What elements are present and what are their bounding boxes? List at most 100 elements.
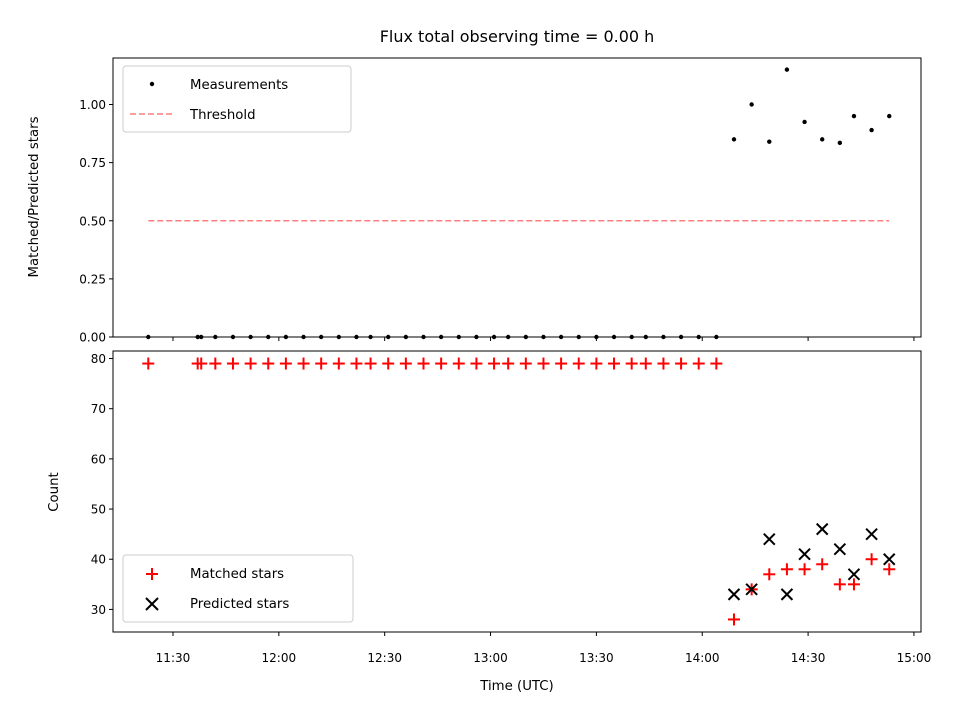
bottom-y-tick-label: 40 <box>91 553 106 567</box>
measurement-point <box>869 127 874 133</box>
top-y-tick-label: 0.25 <box>79 272 106 286</box>
matched-stars-point <box>625 357 638 370</box>
legend-threshold-label: Threshold <box>189 108 256 123</box>
predicted-stars-point <box>815 522 829 536</box>
top-y-tick-label: 0.50 <box>79 214 106 228</box>
matched-stars-point <box>435 357 448 370</box>
matched-stars-point <box>452 357 465 370</box>
predicted-stars-point <box>780 588 794 601</box>
matched-stars-point <box>692 357 705 370</box>
matched-stars-point <box>798 563 811 576</box>
matched-stars-point <box>195 357 208 370</box>
top-panel: 0.00 0.25 0.50 0.75 1.00 Matched/Predicted s… <box>27 57 922 345</box>
matched-stars-point <box>727 613 740 626</box>
matched-stars-point <box>226 357 239 370</box>
matched-stars-point <box>332 357 345 370</box>
measurement-point <box>820 137 825 142</box>
matched-stars-point <box>209 357 222 370</box>
bottom-plot-area <box>142 357 896 626</box>
matched-stars-point <box>537 357 550 370</box>
matched-stars-point <box>763 568 776 581</box>
matched-stars-point <box>488 357 501 370</box>
matched-stars-point <box>364 357 377 370</box>
matched-stars-point <box>470 357 483 370</box>
matched-stars-point <box>502 357 515 370</box>
predicted-stars-point <box>833 542 847 556</box>
bottom-x-tick-label: 12:00 <box>262 651 297 665</box>
bottom-y-axis-label: Count <box>47 472 62 512</box>
matched-stars-point <box>279 357 292 370</box>
legend-matched-label: Matched stars <box>190 567 284 582</box>
matched-stars-point <box>675 357 688 370</box>
matched-stars-point <box>350 357 363 370</box>
bottom-x-tick-label: 15:00 <box>897 651 932 665</box>
top-y-axis-label: Matched/Predicted stars <box>27 116 42 277</box>
matched-stars-point <box>847 578 860 591</box>
matched-stars-point <box>142 357 155 370</box>
bottom-axes-frame <box>112 350 922 633</box>
top-y-tick-label: 1.00 <box>79 98 106 112</box>
bottom-y-tick-label: 30 <box>91 603 106 617</box>
bottom-x-tick-label: 13:30 <box>579 651 614 665</box>
matched-stars-point <box>883 563 896 576</box>
predicted-stars-point <box>865 527 878 541</box>
bottom-y-tick-label: 80 <box>91 352 106 366</box>
legend-predicted-marker <box>145 597 159 611</box>
measurement-point <box>731 137 737 142</box>
matched-stars-point <box>780 563 793 576</box>
measurement-point <box>802 119 807 125</box>
predicted-stars-point <box>798 548 811 561</box>
top-axes: 0.00 0.25 0.50 0.75 1.00 <box>79 98 915 345</box>
top-y-tick-label: 0.00 <box>79 331 106 345</box>
measurement-point <box>784 67 790 72</box>
bottom-legend: Matched stars Predicted stars <box>122 554 354 623</box>
measurement-point <box>767 139 772 144</box>
matched-stars-point <box>608 357 621 370</box>
matched-stars-point <box>519 357 532 370</box>
x-axis-label: Time (UTC) <box>479 679 554 694</box>
top-axes-frame <box>112 57 922 338</box>
measurement-point <box>749 102 754 107</box>
bottom-legend-box <box>122 554 354 623</box>
matched-stars-point <box>297 357 310 370</box>
bottom-y-tick-label: 60 <box>91 452 106 466</box>
bottom-x-tick-label: 11:30 <box>156 651 191 665</box>
legend-predicted-label: Predicted stars <box>190 597 289 612</box>
chart-title: Flux total observing time = 0.00 h <box>380 27 655 46</box>
measurement-point <box>851 113 857 119</box>
matched-stars-point <box>816 558 829 571</box>
matched-stars-point <box>657 357 670 370</box>
predicted-stars-point <box>763 532 776 546</box>
predicted-stars-point <box>883 553 896 566</box>
predicted-stars-point <box>727 588 741 601</box>
bottom-x-tick-label: 13:00 <box>473 651 508 665</box>
matched-stars-point <box>262 357 275 370</box>
matched-stars-point <box>399 357 412 370</box>
matched-stars-point <box>710 357 723 370</box>
top-legend: Measurements Threshold <box>122 65 352 133</box>
matched-stars-point <box>244 357 257 370</box>
bottom-panel: 11:30 12:00 12:30 13:00 13:30 14:00 14:30 15:00… <box>47 350 932 694</box>
measurement-point <box>887 113 892 119</box>
matched-stars-point <box>833 578 846 591</box>
bottom-y-tick-label: 50 <box>91 503 106 517</box>
matched-stars-point <box>865 553 878 566</box>
matched-stars-point <box>555 357 568 370</box>
predicted-stars-point <box>847 568 861 581</box>
bottom-x-tick-label: 12:30 <box>367 651 402 665</box>
matched-stars-point <box>639 357 652 370</box>
top-legend-box <box>122 65 352 133</box>
top-y-tick-label: 0.75 <box>79 156 106 170</box>
predicted-stars-point <box>745 583 758 596</box>
bottom-y-tick-label: 70 <box>91 402 106 416</box>
legend-measurements-label: Measurements <box>190 78 288 93</box>
bottom-axes: 11:30 12:00 12:30 13:00 13:30 14:00 14:30 15:00… <box>91 352 932 665</box>
matched-stars-point <box>572 357 585 370</box>
legend-measurements-marker <box>149 81 155 87</box>
matched-stars-point <box>590 357 603 370</box>
bottom-x-tick-label: 14:00 <box>685 651 720 665</box>
legend-matched-marker <box>146 568 158 580</box>
measurement-point <box>837 140 843 146</box>
matched-stars-point <box>417 357 430 370</box>
